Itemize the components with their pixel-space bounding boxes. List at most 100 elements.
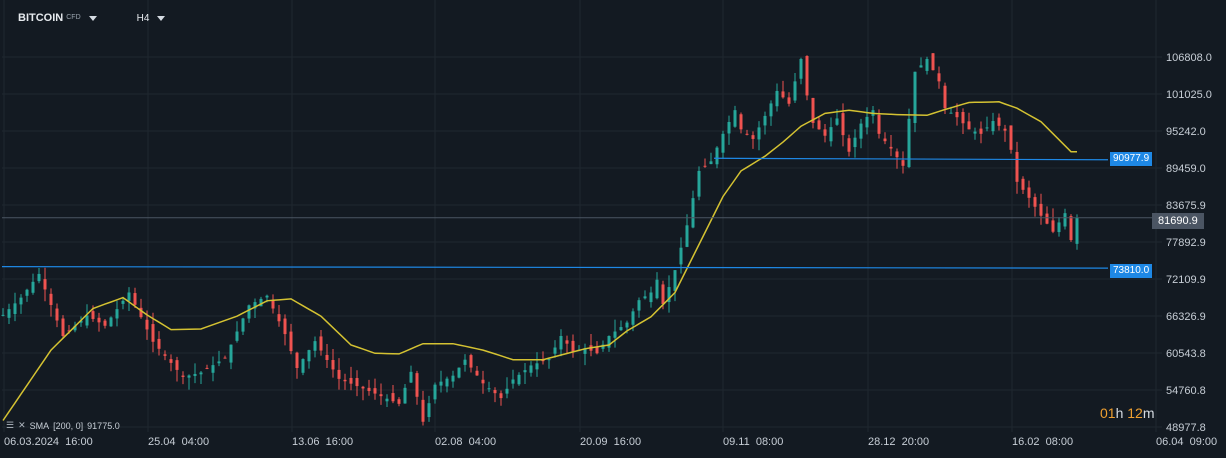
symbol-name[interactable]: BITCOIN <box>18 12 64 24</box>
candle-body <box>271 300 275 309</box>
candle-body <box>1039 203 1043 216</box>
candle-body <box>457 367 461 378</box>
y-tick-label: 77892.9 <box>1166 237 1206 249</box>
candle-body <box>691 198 695 228</box>
candle-body <box>85 315 89 326</box>
candle-body <box>91 311 95 319</box>
candle-body <box>223 357 227 359</box>
symbol-dropdown-chevron-icon[interactable] <box>88 15 97 21</box>
candle-body <box>811 97 815 123</box>
candle-body <box>109 317 113 327</box>
x-tick-label: 16.02 08:00 <box>1012 436 1073 448</box>
candle-body <box>559 336 563 350</box>
candle-body <box>475 370 479 376</box>
indicator-params: [200, 0] <box>53 420 84 431</box>
candle-body <box>721 133 725 153</box>
candle-body <box>745 133 749 135</box>
candle-body <box>1045 213 1049 224</box>
candle-body <box>181 375 185 377</box>
candle-body <box>259 298 263 307</box>
candle-body <box>1027 187 1031 198</box>
timeframe-label[interactable]: H4 <box>136 12 150 24</box>
symbol-type-badge: CFD <box>66 13 81 21</box>
y-tick-label: 101025.0 <box>1166 89 1212 101</box>
x-tick-label: 06.03.2024 16:00 <box>4 436 93 448</box>
candle-body <box>25 289 29 296</box>
candle-body <box>823 129 827 136</box>
timeframe-dropdown-chevron-icon[interactable] <box>157 15 166 21</box>
candle-body <box>1075 217 1079 244</box>
candle-body <box>7 309 11 318</box>
candle-body <box>673 270 677 291</box>
candle-body <box>997 117 1001 126</box>
candle-body <box>709 161 713 165</box>
candle-body <box>229 344 233 363</box>
candle-body <box>793 81 797 101</box>
candle-body <box>313 341 317 351</box>
candle-body <box>757 127 761 140</box>
candle-body <box>961 112 965 124</box>
candle-body <box>1003 128 1007 131</box>
hline-price-tag-lower[interactable]: 73810.0 <box>1110 264 1153 278</box>
hline-price-tag-upper[interactable]: 90977.9 <box>1110 152 1153 166</box>
candle-body <box>751 135 755 139</box>
candle-body <box>307 350 311 362</box>
candle-body <box>829 127 833 142</box>
candle-body <box>355 378 359 387</box>
candle-body <box>853 137 857 148</box>
candle-body <box>973 131 977 134</box>
candle-body <box>769 103 773 117</box>
candle-body <box>169 359 173 363</box>
candle-body <box>469 355 473 368</box>
sma-line <box>2 101 1077 421</box>
candle-body <box>913 71 917 124</box>
candle-body <box>907 118 911 168</box>
indicator-remove-icon[interactable]: ✕ <box>18 420 26 430</box>
candle-body <box>901 160 905 166</box>
candle-body <box>607 336 611 348</box>
countdown-hours: 01 <box>1100 405 1116 421</box>
indicator-settings-icon[interactable]: ☰ <box>6 420 15 430</box>
y-tick-label: 66326.9 <box>1166 311 1206 323</box>
candle-body <box>79 320 83 323</box>
candle-body <box>421 399 425 422</box>
candle-body <box>565 340 569 344</box>
candle-body <box>127 292 131 301</box>
candle-body <box>985 127 989 129</box>
candle-body <box>361 386 365 389</box>
y-tick-label: 60543.8 <box>1166 348 1206 360</box>
x-tick-label: 02.08 04:00 <box>435 436 496 448</box>
candle-body <box>967 121 971 130</box>
candle-body <box>619 327 623 331</box>
candle-body <box>637 300 641 311</box>
y-tick-label: 54760.8 <box>1166 385 1206 397</box>
candle-body <box>1069 216 1073 241</box>
x-tick-label: 25.04 04:00 <box>148 436 209 448</box>
candle-body <box>1 314 5 316</box>
candle-body <box>841 113 845 136</box>
candle-body <box>289 331 293 352</box>
candle-body <box>1015 151 1019 182</box>
candle-body <box>781 91 785 98</box>
current-price-tag: 81690.9 <box>1152 213 1204 229</box>
candle-body <box>337 369 341 379</box>
hline-lower <box>1 266 1109 269</box>
candle-body <box>943 85 947 109</box>
candle-body <box>865 116 869 128</box>
y-tick-label: 83675.9 <box>1166 200 1206 212</box>
candle-body <box>247 305 251 319</box>
candle-body <box>283 318 287 335</box>
candle-body <box>13 303 17 314</box>
candle-body <box>331 360 335 370</box>
candle-body <box>295 352 299 368</box>
candle-body <box>601 344 605 349</box>
candle-body <box>103 320 107 326</box>
candle-body <box>235 331 239 341</box>
candle-body <box>931 53 935 71</box>
candle-body <box>121 300 125 304</box>
candle-body <box>661 284 665 305</box>
candle-body <box>679 247 683 265</box>
candle-body <box>433 384 437 400</box>
candle-body <box>319 336 323 351</box>
